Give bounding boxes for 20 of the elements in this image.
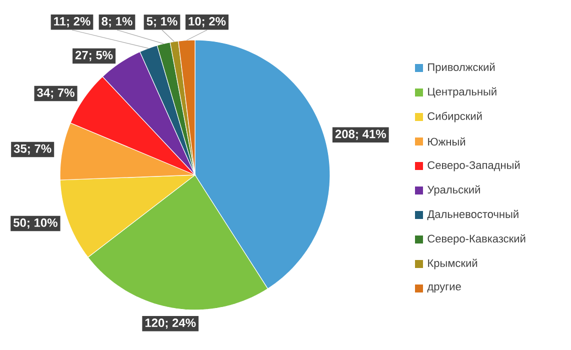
legend-label: Крымский xyxy=(428,258,478,270)
data-label: 11; 2% xyxy=(54,17,90,28)
data-label: 120; 24% xyxy=(145,318,196,329)
legend-label: Северо-Кавказский xyxy=(428,234,526,245)
legend-label: Центральный xyxy=(428,87,496,98)
legend-label: Приволжский xyxy=(428,62,495,74)
legend-label: Южный xyxy=(428,137,466,146)
legend-label: Сибирский xyxy=(428,112,482,122)
data-label: 5; 1% xyxy=(146,17,178,28)
legend-label: Уральский xyxy=(427,185,480,196)
data-label: 50; 10% xyxy=(13,218,58,229)
legend-label: Северо-Западный xyxy=(428,160,520,172)
data-label: 27; 5% xyxy=(75,50,113,62)
data-label: 208; 41% xyxy=(335,130,386,140)
data-label: 34; 7% xyxy=(37,88,74,99)
data-label: 10; 2% xyxy=(188,17,226,28)
legend-label: другие xyxy=(427,284,461,293)
legend-label: Дальневосточный xyxy=(427,210,518,220)
data-label: 8; 1% xyxy=(102,17,132,28)
data-label: 35; 7% xyxy=(14,144,52,155)
